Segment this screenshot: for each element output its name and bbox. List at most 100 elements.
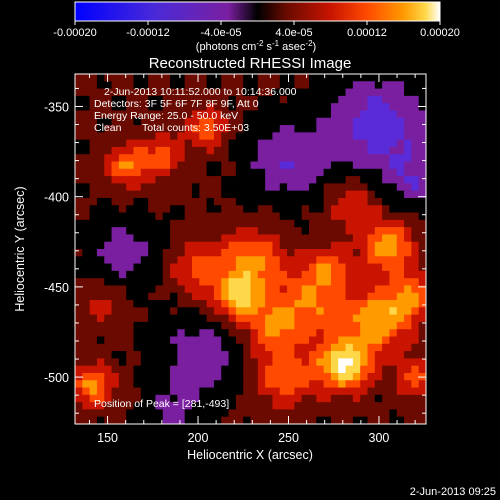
image-pixel <box>213 168 222 177</box>
image-pixel <box>228 249 237 257</box>
image-pixel <box>133 161 142 170</box>
image-pixel <box>177 285 186 294</box>
image-pixel <box>279 139 288 148</box>
image-pixel <box>82 234 91 243</box>
image-pixel <box>389 256 398 265</box>
image-pixel <box>104 263 113 272</box>
image-pixel <box>206 358 215 367</box>
image-pixel <box>170 409 178 418</box>
image-pixel <box>118 343 127 352</box>
image-pixel <box>330 321 339 330</box>
image-pixel <box>360 132 369 141</box>
image-pixel <box>184 351 193 359</box>
image-pixel <box>279 88 288 97</box>
image-pixel <box>257 387 266 396</box>
image-pixel <box>367 314 376 323</box>
image-pixel <box>228 285 237 294</box>
image-pixel <box>382 125 391 133</box>
image-pixel <box>330 278 339 287</box>
image-pixel <box>309 394 317 403</box>
image-pixel <box>213 183 222 192</box>
image-pixel <box>374 263 383 272</box>
image-pixel <box>140 409 149 418</box>
image-pixel <box>272 329 281 338</box>
image-pixel <box>133 219 142 228</box>
image-pixel <box>184 321 193 330</box>
image-pixel <box>330 154 339 163</box>
image-pixel <box>133 314 142 323</box>
colorbar-ticks: -0.00020 -0.00012 -4.0e-05 4.0e-05 0.00012 0.… <box>53 21 460 39</box>
image-pixel <box>89 81 98 90</box>
image-pixel <box>272 278 281 287</box>
image-pixel <box>279 234 288 243</box>
image-pixel <box>148 409 157 418</box>
image-pixel <box>250 219 259 228</box>
image-pixel <box>235 285 244 294</box>
image-pixel <box>352 227 361 236</box>
image-pixel <box>155 351 164 359</box>
image-pixel <box>192 219 200 228</box>
image-pixel <box>104 292 113 301</box>
image-pixel <box>75 88 83 97</box>
image-pixel <box>228 95 237 104</box>
image-pixel <box>294 380 303 389</box>
image-pixel <box>279 227 288 236</box>
image-pixel <box>404 74 412 82</box>
image-pixel <box>155 365 164 374</box>
image-pixel <box>228 278 237 287</box>
image-pixel <box>126 416 135 424</box>
image-pixel <box>294 249 303 257</box>
image-pixel <box>257 321 266 330</box>
image-pixel <box>265 168 274 177</box>
image-pixel <box>338 416 347 424</box>
image-pixel <box>184 380 193 389</box>
image-pixel <box>345 197 354 206</box>
image-pixel <box>243 183 252 192</box>
image-pixel <box>184 358 193 367</box>
image-pixel <box>140 219 149 228</box>
image-pixel <box>118 321 127 330</box>
image-pixel <box>367 394 376 403</box>
image-pixel <box>177 336 186 345</box>
image-pixel <box>177 234 186 243</box>
image-pixel <box>374 256 383 265</box>
image-pixel <box>323 416 332 424</box>
image-pixel <box>192 336 200 345</box>
image-pixel <box>352 300 361 308</box>
image-pixel <box>75 249 83 257</box>
image-pixel <box>279 168 288 177</box>
image-pixel <box>155 212 164 221</box>
image-pixel <box>374 197 383 206</box>
colorbar-tick-label: -4.0e-05 <box>201 27 242 39</box>
image-pixel <box>382 307 391 316</box>
image-pixel <box>243 103 252 112</box>
image-pixel <box>294 110 303 119</box>
image-pixel <box>184 336 193 345</box>
image-pixel <box>184 219 193 228</box>
image-pixel <box>118 81 127 90</box>
image-pixel <box>75 161 83 170</box>
image-pixel <box>162 343 171 352</box>
image-pixel <box>352 125 361 133</box>
image-pixel <box>257 314 266 323</box>
image-pixel <box>257 256 266 265</box>
image-pixel <box>82 307 91 316</box>
image-pixel <box>396 336 405 345</box>
image-pixel <box>133 212 142 221</box>
image-pixel <box>374 132 383 141</box>
image-pixel <box>389 103 398 112</box>
image-pixel <box>243 154 252 163</box>
image-pixel <box>418 329 426 338</box>
image-pixel <box>75 234 83 243</box>
image-pixel <box>257 351 266 359</box>
image-pixel <box>243 321 252 330</box>
image-pixel <box>257 365 266 374</box>
image-pixel <box>360 278 369 287</box>
image-pixel <box>75 212 83 221</box>
image-pixel <box>243 81 252 90</box>
image-pixel <box>352 278 361 287</box>
image-pixel <box>352 336 361 345</box>
image-pixel <box>104 278 113 287</box>
image-pixel <box>389 234 398 243</box>
